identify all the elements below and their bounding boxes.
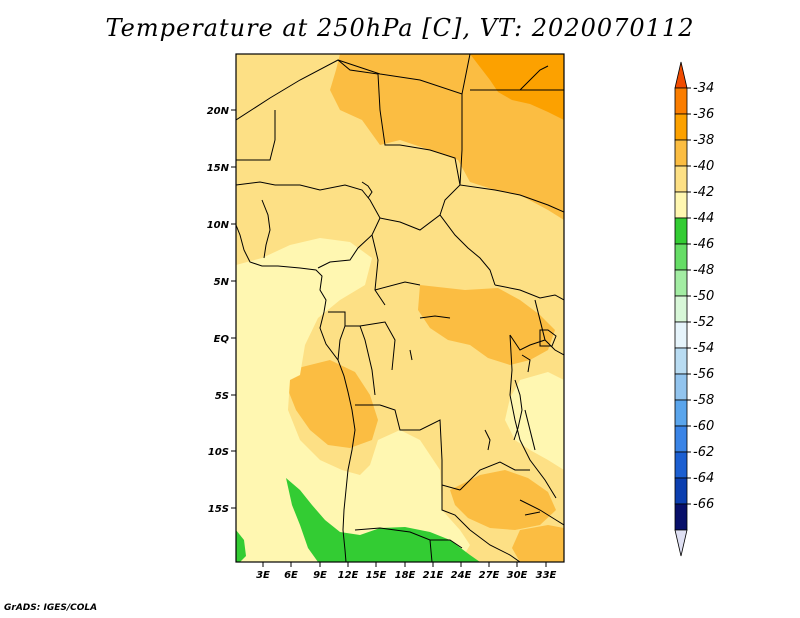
lon-tick-label: 33E [536,570,557,581]
lat-tick-label: 15S [208,504,229,515]
colorbar-label: -60 [693,419,714,434]
colorbar-segment [674,399,688,427]
lat-tick-label: 5S [215,391,229,402]
latitude-axis: 20N 15N 10N 5N EQ 5S 10S 15S [207,106,236,515]
colorbar-segment [674,503,688,531]
colorbar-label: -52 [693,315,714,330]
colorbar-label: -36 [693,107,714,122]
colorbar-segment [674,87,688,115]
colorbar-arrow-top [674,61,688,89]
colorbar-label: -58 [693,393,714,408]
colorbar: -34 -36 -38 -40 -42 -44 -46 -48 -50 -52 -54 -56 -58 -… [674,61,714,557]
colorbar-label: -64 [693,471,714,486]
field-38-central-east [418,285,555,365]
boundaries [236,54,564,562]
colorbar-label: -38 [693,133,714,148]
lat-tick-label: 20N [207,106,230,117]
colorbar-segment [674,321,688,349]
lat-tick-label: EQ [214,334,230,345]
lat-tick-label: 10N [207,220,230,231]
coastline-west [236,224,356,562]
colorbar-segment [674,347,688,375]
map-frame [235,53,565,563]
colorbar-arrow-bottom [674,529,688,557]
colorbar-label: -62 [693,445,714,460]
colorbar-label: -54 [693,341,714,356]
colorbar-label: -66 [693,497,714,512]
colorbar-segment [674,451,688,479]
colorbar-segment [674,373,688,401]
longitude-axis: 3E 6E 9E 12E 15E 18E 21E 24E 27E 30E 33E [256,562,557,581]
lon-tick-label: 30E [507,570,528,581]
colorbar-segment [674,113,688,141]
lon-tick-label: 6E [284,570,298,581]
field-36-northeast [470,54,564,120]
colorbar-label: -34 [693,81,714,96]
lat-tick-label: 15N [207,163,230,174]
lat-tick-label: 5N [214,277,230,288]
lon-tick-label: 18E [395,570,416,581]
colorbar-segment [674,243,688,271]
colorbar-segment [674,269,688,297]
colorbar-label: -44 [693,211,714,226]
lon-tick-label: 27E [479,570,500,581]
field-44-southwest [286,478,480,562]
field-42-west [236,238,470,562]
lon-tick-label: 3E [256,570,270,581]
lon-tick-label: 9E [313,570,327,581]
field-38-southeast-2 [512,525,564,562]
temperature-field [236,54,564,562]
colorbar-segment [674,295,688,323]
lon-tick-label: 15E [366,570,387,581]
colorbar-segment [674,191,688,219]
colorbar-label: -46 [693,237,714,252]
field-44-corner [236,530,246,562]
grads-credit: GrADS: IGES/COLA [4,603,98,613]
lon-tick-label: 21E [423,570,444,581]
lat-tick-label: 10S [208,447,229,458]
colorbar-label: -42 [693,185,714,200]
colorbar-segment [674,217,688,245]
colorbar-label: -50 [693,289,714,304]
colorbar-label: -56 [693,367,714,382]
map-title: Temperature at 250hPa [C], VT: 202007011… [105,14,695,42]
field-38-southwest [288,360,378,448]
colorbar-segment [674,139,688,167]
colorbar-segment [674,165,688,193]
colorbar-segment [674,477,688,505]
field-38-southeast [450,470,556,530]
colorbar-segment [674,425,688,453]
lon-tick-label: 24E [451,570,472,581]
colorbar-label: -48 [693,263,714,278]
lon-tick-label: 12E [338,570,359,581]
colorbar-label: -40 [693,159,714,174]
